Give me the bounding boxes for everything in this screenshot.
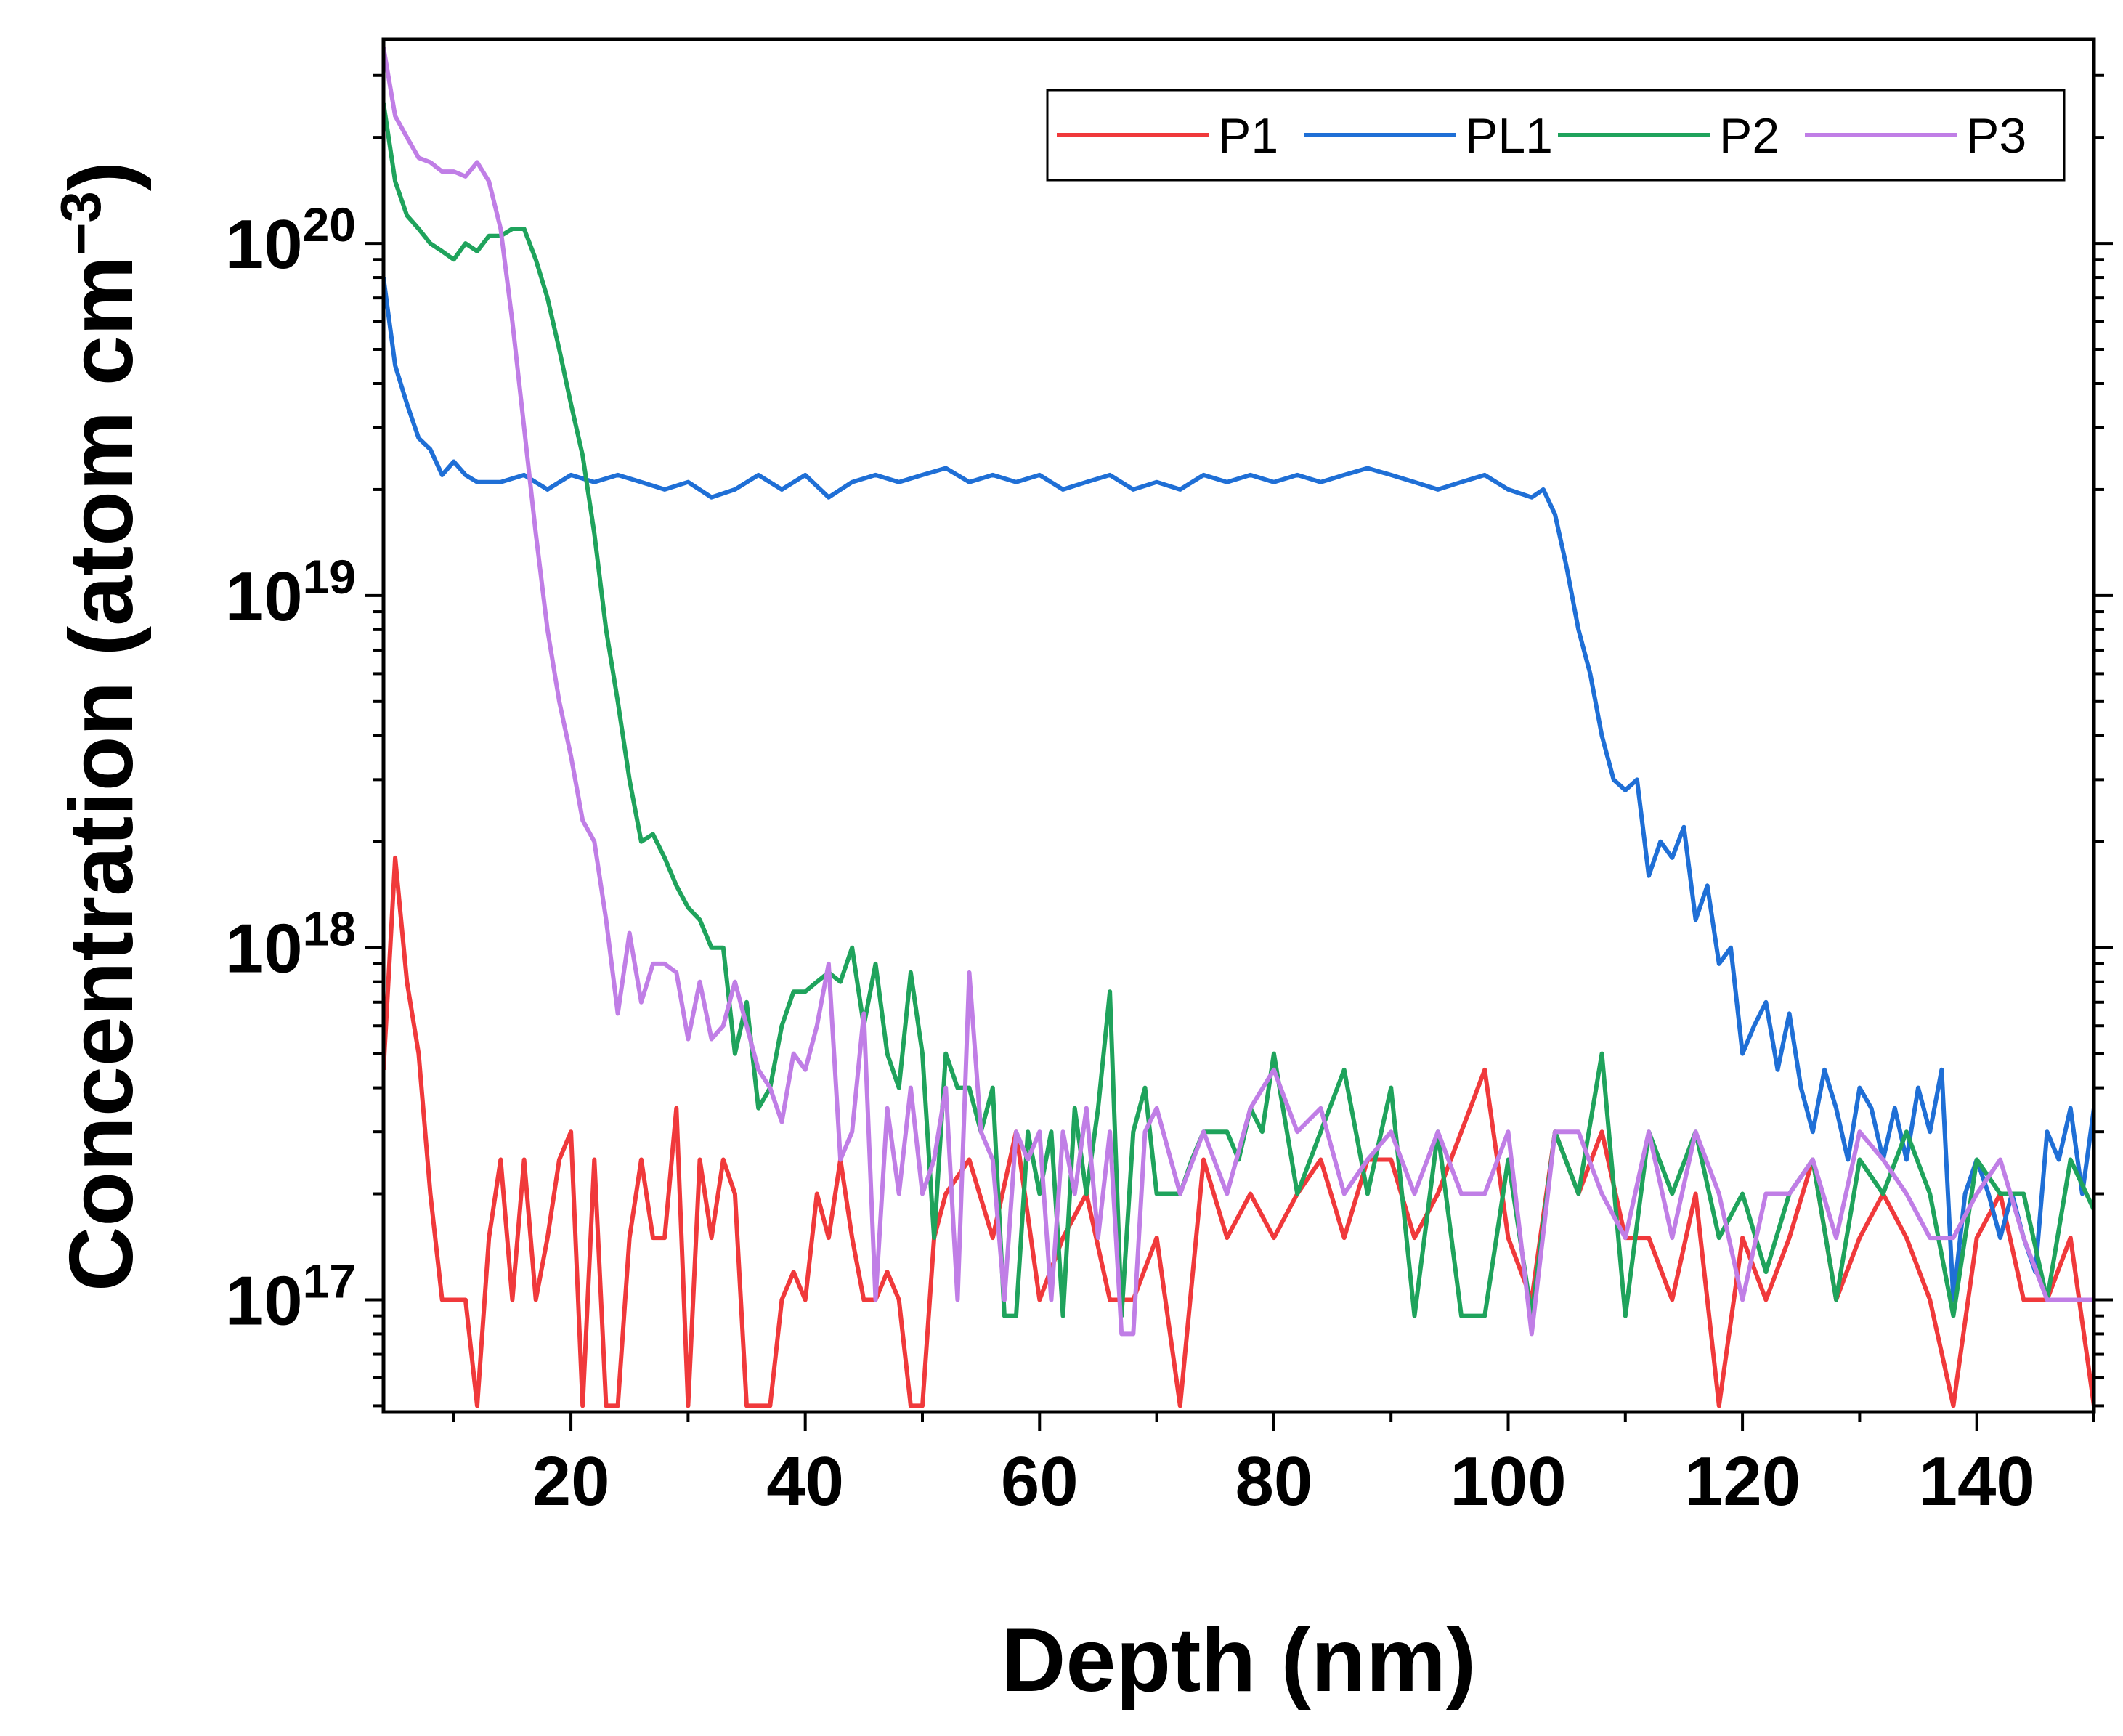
series-line-p3 — [383, 46, 2094, 1337]
x-tick-label-140: 140 — [1919, 1443, 2035, 1520]
y-axis-title-main: Concentration (atom cm — [52, 256, 152, 1291]
legend-label-p2: P2 — [1719, 108, 1779, 163]
y-tick-exponent: 19 — [303, 550, 356, 604]
y-tick-base: 10 — [225, 558, 303, 636]
legend: P1 PL1 P2 P3 — [1046, 89, 2066, 182]
plot-frame — [381, 37, 2096, 1414]
y-axis-title: Concentration (atom cm−3) — [49, 161, 152, 1291]
series-line-p2 — [383, 102, 2094, 1318]
y-tick-label-20: 1020 — [225, 198, 356, 283]
y-tick-base: 10 — [225, 910, 303, 988]
y-tick-label-18: 1018 — [225, 902, 356, 988]
y-axis-title-close: ) — [52, 161, 152, 191]
x-tick-label-20: 20 — [532, 1443, 610, 1520]
x-tick-label-100: 100 — [1450, 1443, 1566, 1520]
y-axis-title-superscript: −3 — [49, 191, 113, 256]
x-tick-label-60: 60 — [1001, 1443, 1079, 1520]
y-tick-exponent: 17 — [303, 1254, 356, 1307]
x-tick-label-80: 80 — [1235, 1443, 1312, 1520]
x-tick-label-120: 120 — [1684, 1443, 1801, 1520]
legend-label-p1: P1 — [1218, 108, 1278, 163]
y-tick-exponent: 20 — [303, 198, 356, 251]
series-layer — [383, 46, 2094, 1408]
ticks-layer — [365, 73, 2113, 1431]
x-axis-title: Depth (nm) — [1001, 1610, 1476, 1711]
legend-label-pl1: PL1 — [1465, 108, 1553, 163]
y-tick-label-17: 1017 — [225, 1254, 356, 1339]
y-tick-base: 10 — [225, 1262, 303, 1339]
y-tick-base: 10 — [225, 206, 303, 283]
series-line-pl1 — [383, 277, 2094, 1302]
y-tick-label-19: 1019 — [225, 550, 356, 636]
legend-items: P1 PL1 P2 P3 — [1057, 108, 2026, 163]
series-line-p1 — [383, 855, 2094, 1408]
x-tick-label-40: 40 — [766, 1443, 844, 1520]
legend-label-p3: P3 — [1966, 108, 2026, 163]
y-tick-exponent: 18 — [303, 902, 356, 956]
